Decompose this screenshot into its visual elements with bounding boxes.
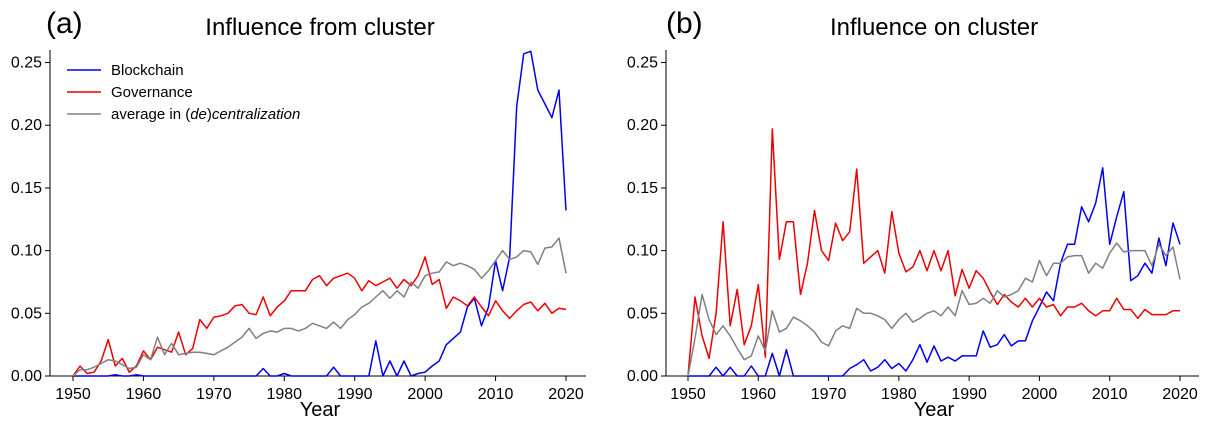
- y-tick-label: 0.05: [11, 305, 42, 322]
- x-tick-label: 1980: [881, 386, 917, 403]
- series-line-governance: [72, 256, 567, 377]
- x-tick-label: 1960: [126, 386, 162, 403]
- y-tick-label: 0.20: [627, 117, 658, 134]
- series-line-governance: [687, 128, 1180, 377]
- x-tick-label: 1990: [951, 386, 987, 403]
- x-tick-label: 1980: [266, 386, 302, 403]
- x-tick-label: 1960: [740, 386, 776, 403]
- panel-b-xlabel: Year: [914, 399, 955, 421]
- x-tick-label: 1950: [670, 386, 706, 403]
- series-line-average-in-de-centralization: [687, 242, 1181, 377]
- legend-average-label: average in (de)centralization: [111, 106, 300, 123]
- y-tick-label: 0.10: [11, 243, 42, 260]
- x-tick-label: 1970: [811, 386, 847, 403]
- legend-governance-label: Governance: [111, 84, 193, 101]
- y-tick-label: 0.20: [11, 117, 42, 134]
- panel-b: (b) Influence on cluster 0.00 0.05 0.10 0.1…: [627, 7, 1199, 421]
- x-tick-label: 2010: [1092, 386, 1128, 403]
- x-tick-label: 2020: [1162, 386, 1198, 403]
- panel-b-title: Influence on cluster: [830, 14, 1038, 41]
- y-tick-label: 0.15: [11, 180, 42, 197]
- series-line-average-in-de-centralization: [72, 237, 567, 377]
- x-tick-label: 2020: [548, 386, 584, 403]
- panel-b-tag: (b): [666, 7, 703, 40]
- y-tick-label: 0.10: [627, 243, 658, 260]
- x-tick-label: 2000: [1022, 386, 1058, 403]
- series-line-blockchain: [688, 167, 1181, 377]
- x-tick-label: 1970: [196, 386, 232, 403]
- y-tick-label: 0.25: [11, 55, 42, 72]
- panel-a-tag: (a): [46, 7, 83, 40]
- panel-a-plot: 0.00 0.05 0.10 0.15 0.20 0.25 1950 1960 1970 1980…: [11, 50, 586, 403]
- y-tick-label: 0.00: [627, 368, 658, 385]
- y-tick-label: 0.15: [627, 180, 658, 197]
- x-tick-label: 1990: [337, 386, 373, 403]
- series-line-blockchain: [73, 50, 567, 377]
- y-tick-label: 0.05: [627, 305, 658, 322]
- x-tick-label: 1950: [55, 386, 91, 403]
- y-tick-label: 0.00: [11, 368, 42, 385]
- x-tick-label: 2010: [478, 386, 514, 403]
- y-tick-label: 0.25: [627, 55, 658, 72]
- panel-a-xlabel: Year: [300, 399, 341, 421]
- panel-a: (a) Influence from cluster 0.000.050.100…: [11, 7, 586, 421]
- panel-a-title: Influence from cluster: [205, 14, 434, 41]
- x-tick-label: 2000: [407, 386, 443, 403]
- panel-a-legend: Blockchain Governance average in (de)cen…: [67, 62, 300, 123]
- legend-blockchain-label: Blockchain: [111, 62, 184, 79]
- panel-b-plot: 0.00 0.05 0.10 0.15 0.20 0.25 1950 1960 1970 1980…: [627, 50, 1199, 403]
